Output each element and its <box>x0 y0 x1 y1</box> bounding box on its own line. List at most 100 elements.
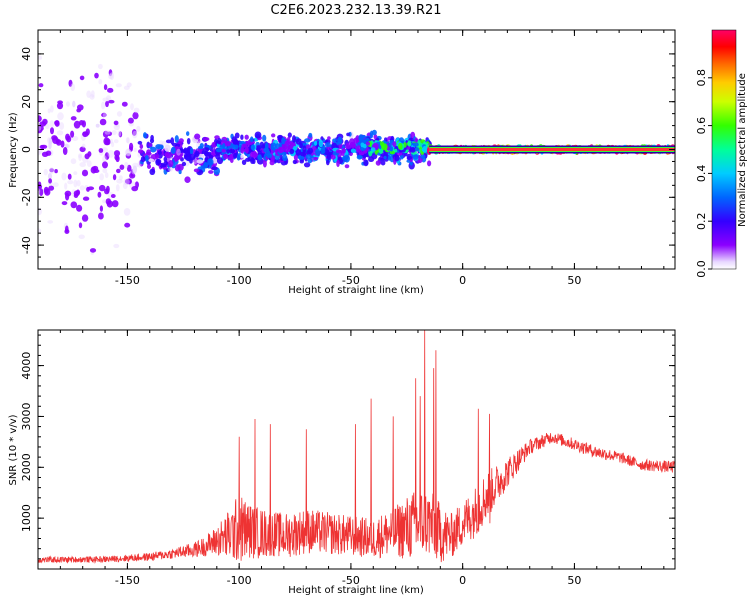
spectrogram-point <box>363 143 367 149</box>
spectrogram-point <box>345 142 350 148</box>
spectrogram-point <box>196 159 204 164</box>
spectrogram-point <box>98 79 103 85</box>
snr-frame <box>37 329 676 570</box>
spectrogram-point <box>168 160 174 168</box>
spectrogram-point <box>59 122 65 130</box>
spectrogram-point <box>365 141 370 146</box>
spectrogram-point <box>76 108 82 113</box>
spectrogram-point <box>131 129 137 136</box>
spectrogram-point <box>289 148 295 155</box>
spectrogram-point <box>89 94 95 100</box>
spectrogram-point <box>130 103 134 111</box>
spectrogram-point <box>138 149 144 154</box>
spectrogram-point <box>315 148 320 156</box>
spectrogram-point <box>99 118 107 126</box>
spectrogram-point <box>383 155 387 160</box>
spectrogram-point <box>48 185 55 191</box>
spectrogram-point <box>81 214 89 222</box>
spectrogram-point <box>111 200 119 208</box>
spectrogram-point <box>146 149 152 156</box>
colorbar: 0.0 0.2 0.4 0.6 0.8 Normalized spectral ampl… <box>695 29 748 278</box>
spectrogram-point <box>394 148 398 153</box>
spectrogram-point <box>314 140 318 146</box>
spectrogram-point <box>184 176 191 183</box>
spectrogram-point <box>125 137 130 144</box>
spectrogram-point <box>178 169 182 175</box>
spectrogram-point <box>102 155 107 163</box>
spectrogram-point <box>381 143 388 151</box>
spectrogram-point <box>208 170 214 174</box>
spectrogram-point <box>49 120 55 128</box>
colorbar-tick-label: 0.2 <box>695 212 708 230</box>
spectrogram-point <box>221 148 226 153</box>
spectrogram-point <box>344 164 350 169</box>
colorbar-label: Normalized spectral amplitude <box>737 73 748 227</box>
spectrogram-point <box>104 152 110 160</box>
spectrogram-point <box>98 148 104 153</box>
spectrogram-point <box>49 167 55 175</box>
spectrogram-point <box>116 168 121 174</box>
spectrogram-point <box>62 147 68 155</box>
spectrogram-point <box>140 156 146 163</box>
spectrogram-point <box>47 173 53 180</box>
spectrogram-point <box>64 143 69 149</box>
spectrogram-point <box>38 115 42 123</box>
spectrogram-point <box>81 120 86 128</box>
spectrogram-point <box>126 164 132 172</box>
spectrogram-point <box>65 225 69 233</box>
spectrogram-point <box>292 135 296 143</box>
spectrogram-point <box>240 146 245 154</box>
spectrogram-point <box>189 147 194 155</box>
spectrogram-point <box>139 144 144 149</box>
spectrogram-point <box>76 180 81 187</box>
spectrogram-point <box>427 160 432 167</box>
spectrogram-point <box>373 134 378 140</box>
spectrogram-point <box>119 164 125 170</box>
spectrogram-point <box>52 182 59 188</box>
spectrogram-point <box>125 153 132 159</box>
spectrogram-point <box>101 112 107 118</box>
spectrogram-point <box>211 166 218 171</box>
spectrogram-point <box>103 84 108 91</box>
spectrogram-point <box>389 146 394 152</box>
y-tick-label: 40 <box>20 47 33 61</box>
spectrogram-point <box>371 129 377 136</box>
spectrogram-point <box>222 143 226 149</box>
spectrogram-point <box>163 160 168 166</box>
colorbar-tick-label: 0.6 <box>695 117 708 135</box>
spectrogram-point <box>106 185 110 193</box>
spectrogram-xlabel: Height of straight line (km) <box>288 285 424 296</box>
spectrogram-point <box>375 160 381 166</box>
spectrogram-point <box>332 138 337 143</box>
spectrogram-point <box>124 222 131 228</box>
spectrogram-point <box>94 72 99 79</box>
spectrogram-point <box>157 160 161 165</box>
spectrogram-point <box>44 188 51 196</box>
spectrogram-point <box>250 144 255 151</box>
spectrogram-point <box>103 137 110 146</box>
snr-ylabel: SNR (10 * v/v) <box>8 414 19 485</box>
spectrogram-point <box>320 148 326 155</box>
colorbar-tick-label: 0.4 <box>695 165 708 183</box>
spectrogram-point <box>102 199 107 204</box>
spectrogram-point <box>277 134 284 140</box>
spectrogram-point <box>84 153 90 160</box>
spectrogram-point <box>233 152 238 159</box>
spectrogram-point <box>73 171 78 176</box>
spectrogram-point <box>111 130 117 136</box>
spectrogram-point <box>98 212 104 220</box>
spectrogram-point <box>122 182 128 190</box>
spectrogram-point <box>38 188 41 195</box>
spectrogram-point <box>351 143 355 149</box>
spectrogram-point <box>67 180 74 185</box>
spectrogram-point <box>194 150 200 158</box>
spectrogram-point <box>165 168 171 172</box>
spectrogram-point <box>181 161 187 167</box>
spectrogram-point <box>65 133 70 141</box>
spectrogram-point <box>249 152 257 158</box>
spectrogram-point <box>307 158 313 164</box>
spectrogram-point <box>350 148 356 153</box>
spectrogram-point <box>144 155 149 162</box>
spectrogram-point <box>116 111 123 117</box>
spectrogram-point <box>133 107 140 114</box>
